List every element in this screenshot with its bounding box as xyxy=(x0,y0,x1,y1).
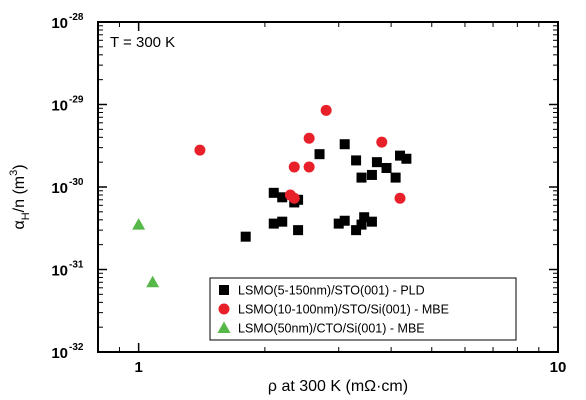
legend-marker-square xyxy=(219,285,229,295)
data-point-circle xyxy=(288,192,300,204)
y-axis-label-rest: /n (m xyxy=(11,176,28,212)
data-point-square xyxy=(351,155,362,166)
data-point-square xyxy=(293,225,304,236)
x-axis-label: ρ at 300 K (mΩ·cm) xyxy=(268,378,408,395)
y-tick-label: 10 xyxy=(51,98,68,115)
data-point-square xyxy=(277,192,288,203)
temperature-annotation: T = 300 K xyxy=(110,34,175,51)
data-point-square xyxy=(339,139,350,150)
y-axis-label-sup: 3 xyxy=(8,170,20,176)
data-point-square xyxy=(356,219,367,230)
data-point-square xyxy=(366,216,377,227)
data-point-triangle xyxy=(146,275,160,288)
y-tick-label-exponent: -31 xyxy=(69,260,84,271)
legend-marker-circle xyxy=(218,303,230,315)
y-tick-label: 10 xyxy=(51,345,68,362)
legend-box xyxy=(209,277,517,341)
y-tick-label: 10 xyxy=(51,180,68,197)
data-point-triangle xyxy=(132,218,146,230)
data-point-square xyxy=(381,162,392,173)
data-point-square xyxy=(268,187,279,198)
data-point-circle xyxy=(303,161,315,173)
data-point-circle xyxy=(288,161,300,173)
data-point-square xyxy=(277,216,288,227)
data-point-circle xyxy=(376,136,388,148)
y-axis-label-sub: H xyxy=(20,212,32,220)
legend-label: LSMO(10-100nm)/STO/Si(001) - MBE xyxy=(238,303,449,317)
data-point-circle xyxy=(394,192,406,204)
data-point-square xyxy=(314,149,325,160)
data-point-square xyxy=(240,231,251,242)
data-point-square xyxy=(390,172,401,183)
data-points xyxy=(132,104,412,288)
data-point-circle xyxy=(194,144,206,156)
data-point-square xyxy=(366,169,377,180)
data-point-square xyxy=(268,218,279,229)
y-tick-label: 10 xyxy=(51,263,68,280)
data-point-square xyxy=(401,153,412,164)
y-tick-label-exponent: -32 xyxy=(69,342,84,353)
y-axis-label-base: α xyxy=(11,220,28,229)
data-point-square xyxy=(333,218,344,229)
y-tick-label-exponent: -28 xyxy=(69,12,84,23)
data-point-square xyxy=(395,150,406,161)
y-axis-label: αH/n (m3) xyxy=(8,164,32,229)
y-tick-label: 10 xyxy=(51,15,68,32)
x-tick-label: 1 xyxy=(134,359,142,376)
y-tick-label-exponent: -30 xyxy=(69,177,84,188)
legend: LSMO(5-150nm)/STO(001) - PLD LSMO(10-100n… xyxy=(209,277,517,341)
legend-label: LSMO(50nm)/CTO/Si(001) - MBE xyxy=(238,322,425,336)
data-point-circle xyxy=(320,104,332,116)
x-tick-label: 10 xyxy=(550,359,567,376)
data-point-square xyxy=(351,225,362,236)
data-point-circle xyxy=(303,132,315,144)
data-point-square xyxy=(356,172,367,183)
legend-marker-triangle xyxy=(217,321,231,333)
data-point-square xyxy=(371,157,382,168)
y-tick-label-exponent: -29 xyxy=(69,95,84,106)
data-point-square xyxy=(359,212,370,223)
legend-label: LSMO(5-150nm)/STO(001) - PLD xyxy=(238,284,425,298)
data-point-square xyxy=(339,215,350,226)
y-axis-label-end: ) xyxy=(11,164,28,169)
